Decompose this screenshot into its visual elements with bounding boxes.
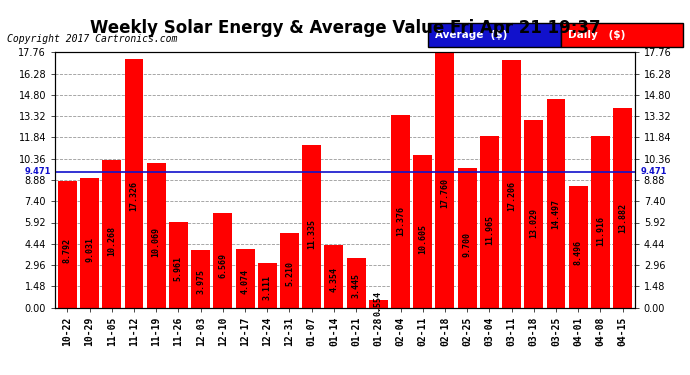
Bar [524,120,543,308]
Text: 10.268: 10.268 [108,226,117,256]
Text: 17.760: 17.760 [440,178,449,208]
Text: 8.496: 8.496 [573,240,582,265]
Text: 11.916: 11.916 [596,216,605,246]
Bar [191,251,210,308]
Bar [457,168,477,308]
Bar [502,60,521,308]
Bar [391,116,410,308]
Text: 4.074: 4.074 [241,268,250,294]
Text: 13.882: 13.882 [618,203,627,233]
Bar [480,136,499,308]
Text: 17.206: 17.206 [507,182,516,212]
Text: 10.605: 10.605 [418,224,427,254]
Bar [58,181,77,308]
Text: 14.497: 14.497 [551,199,560,229]
Bar [613,108,632,308]
Bar [213,213,233,308]
Bar [413,155,432,308]
Text: 17.326: 17.326 [130,180,139,210]
FancyBboxPatch shape [560,22,683,47]
Text: 5.961: 5.961 [174,256,183,282]
Bar [80,178,99,308]
FancyBboxPatch shape [428,22,560,47]
Bar [546,99,565,308]
Text: 10.069: 10.069 [152,228,161,258]
Bar [369,300,388,307]
Bar [125,59,144,308]
Bar [435,53,455,308]
Text: 13.376: 13.376 [396,206,405,236]
Bar [235,249,255,308]
Text: Average  ($): Average ($) [435,30,508,40]
Text: 13.029: 13.029 [529,209,538,238]
Text: Daily   ($): Daily ($) [569,30,626,40]
Text: 9.471: 9.471 [24,167,51,176]
Bar [102,160,121,308]
Bar [147,163,166,308]
Bar [569,186,588,308]
Bar [346,258,366,308]
Text: 11.335: 11.335 [307,219,316,249]
Bar [169,222,188,308]
Text: 4.354: 4.354 [329,267,338,292]
Text: 3.111: 3.111 [263,275,272,300]
Bar [258,263,277,308]
Text: 9.471: 9.471 [640,167,667,176]
Bar [280,233,299,308]
Text: 3.975: 3.975 [196,269,205,294]
Text: 3.445: 3.445 [352,273,361,298]
Bar [324,245,344,308]
Text: 9.031: 9.031 [85,237,94,262]
Text: Weekly Solar Energy & Average Value Fri Apr 21 19:37: Weekly Solar Energy & Average Value Fri … [90,19,600,37]
Text: 5.210: 5.210 [285,261,294,286]
Text: 8.792: 8.792 [63,238,72,263]
Text: Copyright 2017 Cartronics.com: Copyright 2017 Cartronics.com [7,34,177,44]
Bar [591,136,610,308]
Bar [302,145,321,308]
Text: 11.965: 11.965 [485,215,494,245]
Text: 0.554: 0.554 [374,291,383,316]
Text: 6.569: 6.569 [218,252,228,278]
Text: 9.700: 9.700 [462,232,472,257]
